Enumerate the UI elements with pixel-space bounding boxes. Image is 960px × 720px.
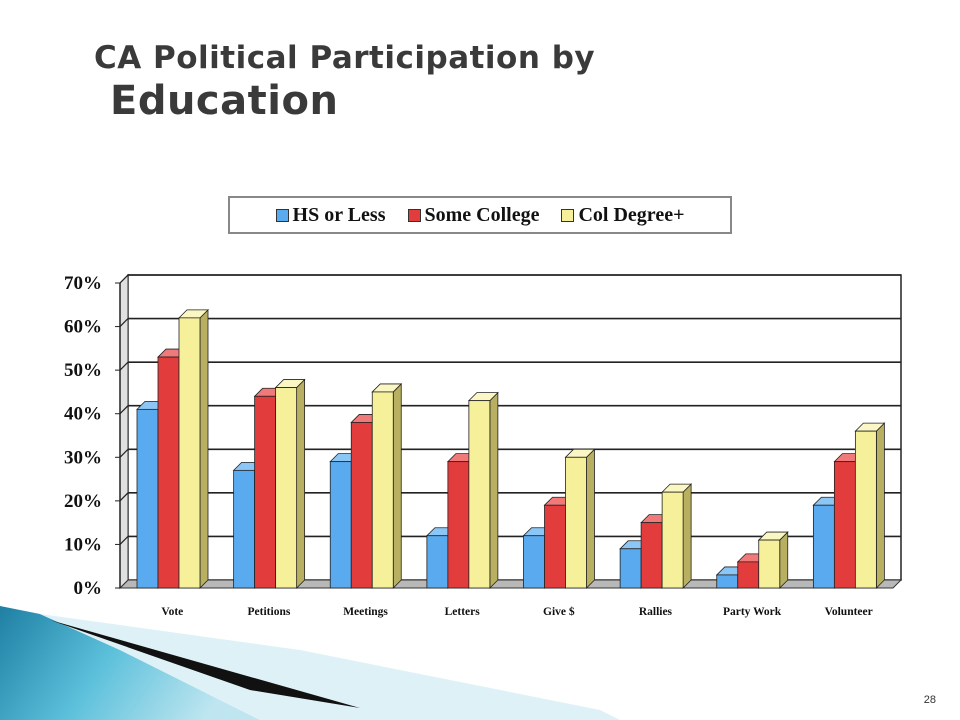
bar	[275, 387, 298, 589]
x-tick-label: Letters	[445, 606, 481, 618]
y-tick-label: 70%	[64, 273, 102, 294]
y-tick-label: 10%	[64, 534, 102, 555]
legend-label-col-degree: Col Degree+	[578, 203, 685, 226]
gridline-diagonal	[119, 274, 129, 284]
y-tick-label: 60%	[64, 317, 102, 338]
slide-title-line-1: CA Political Participation by	[94, 40, 596, 76]
slide-title: CA Political Participation by Education	[94, 40, 595, 124]
bar	[661, 491, 684, 589]
legend-swatch-hs	[275, 208, 289, 222]
legend-item-col-degree: Col Degree+	[561, 204, 684, 227]
gridline-diagonal	[119, 492, 129, 502]
page-number: 28	[923, 694, 936, 706]
gridline-diagonal	[119, 536, 129, 545]
bar	[758, 539, 781, 589]
x-tick-label: Meetings	[343, 606, 388, 618]
x-tick-label: Volunteer	[825, 606, 873, 618]
y-tick-label: 0%	[74, 578, 103, 599]
x-tick-label: Vote	[161, 606, 183, 618]
legend-swatch-some-college	[407, 208, 421, 222]
legend-label-hs: HS or Less	[292, 203, 386, 226]
gridline-diagonal	[119, 448, 129, 458]
y-tick-label: 20%	[64, 491, 102, 512]
decor-light-wedge	[40, 614, 620, 720]
bar	[565, 456, 587, 589]
y-tick-label: 50%	[64, 360, 102, 381]
gridline-diagonal	[119, 318, 129, 327]
legend-item-hs: HS or Less	[275, 203, 386, 227]
x-tick-label: Party Work	[723, 606, 782, 618]
slide-title-line-2: Education	[110, 78, 339, 124]
bar	[854, 430, 877, 589]
gridline-diagonal	[119, 361, 129, 371]
decor-dark-arrow	[50, 620, 360, 708]
legend-swatch-col-degree	[561, 208, 575, 222]
legend-label-some-college: Some College	[424, 203, 540, 226]
bar	[178, 317, 201, 589]
x-tick-label: Rallies	[639, 606, 673, 618]
gridline-diagonal	[119, 405, 129, 415]
chart-legend: HS or Less Some College Col Degree+	[228, 196, 732, 234]
bar	[468, 400, 491, 589]
decor-teal-wedge	[0, 606, 260, 720]
x-tick-label: Petitions	[248, 606, 291, 618]
bar	[371, 391, 394, 589]
legend-item-some-college: Some College	[407, 203, 540, 227]
y-tick-label: 40%	[64, 404, 102, 425]
x-tick-label: Give $	[543, 605, 575, 618]
y-tick-label: 30%	[64, 447, 102, 468]
